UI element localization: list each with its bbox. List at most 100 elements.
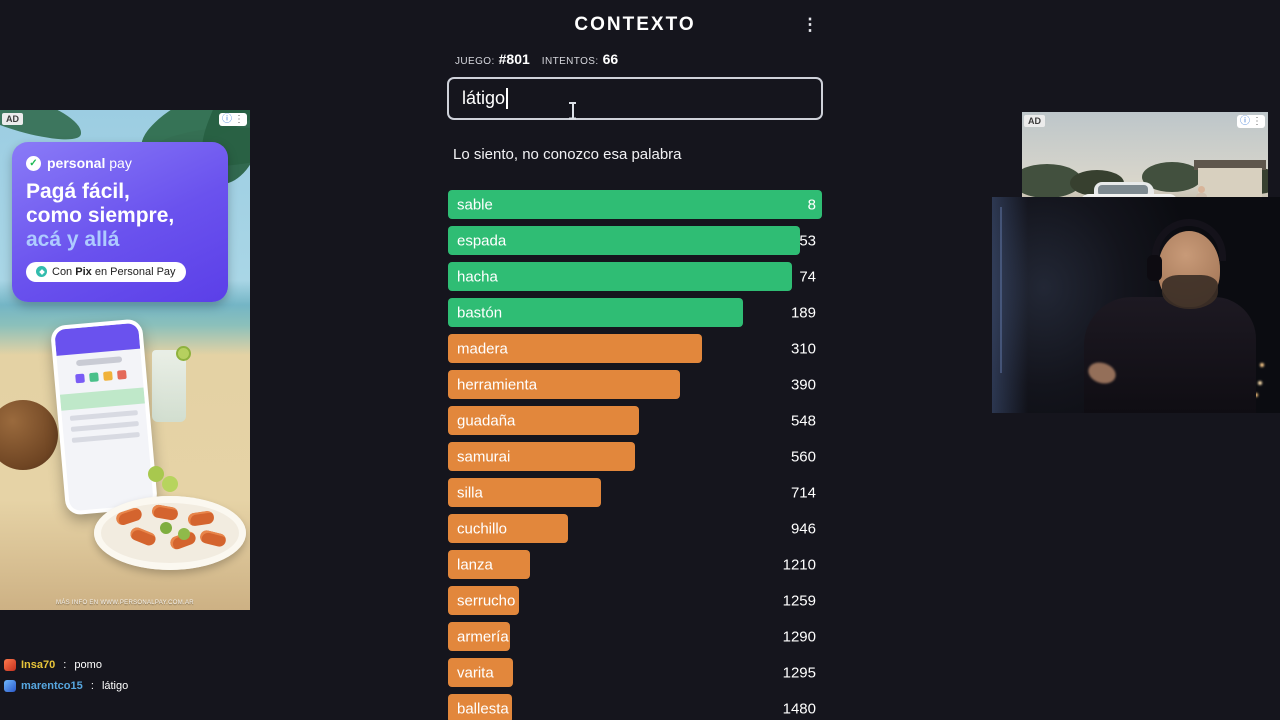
guess-bar [448,370,680,399]
guess-word: herramienta [457,376,538,393]
game-number: #801 [498,51,530,67]
guess-input[interactable]: látigo [447,77,823,120]
unknown-word-message: Lo siento, no conozco esa palabra [453,146,682,163]
chat-message: marentco15 : látigo [4,680,128,692]
guess-word: guadaña [457,412,516,429]
kebab-menu-icon[interactable]: ⋮ [801,15,819,34]
light-strip [1000,207,1002,373]
info-icon[interactable]: ⓘ [222,114,232,125]
guess-word: bastón [457,304,503,321]
attempts-pair: INTENTOS: 66 [542,51,618,67]
guess-bar [448,622,510,651]
coconut [0,400,58,470]
chat-separator: : [87,680,97,692]
guess-word: madera [457,340,508,357]
guess-row: madera 310 [448,334,822,363]
guess-rank: 1480 [782,700,816,717]
person-head [1198,186,1205,193]
ad-choice-icons[interactable]: ⓘ ⋮ [219,113,247,126]
pix-icon [36,266,47,278]
brand-light: pay [109,155,132,171]
guess-bar [448,226,800,255]
guess-rank: 946 [790,520,816,537]
guess-rank: 390 [790,376,816,393]
headline-line: Pagá fácil, [26,180,130,203]
guess-word: armería [457,628,509,645]
guess-list: sable 8 espada 53 hacha 74 bastón 189 ma… [448,190,822,720]
ad-footer-text: MÁS INFO EN WWW.PERSONALPAY.COM.AR [56,600,194,606]
guess-row: serrucho 1259 [448,586,822,615]
guess-word: sable [457,196,493,213]
guess-word: cuchillo [457,520,508,537]
guess-row: ballesta 1480 [448,694,822,720]
left-ad-banner[interactable]: AD ⓘ ⋮ ✓ personal pay Pagá fácil, como s… [0,110,250,610]
guess-word: samurai [457,448,511,465]
check-icon: ✓ [26,155,41,171]
house [1198,168,1262,202]
phone-mockup [49,318,159,516]
guess-row: lanza 1210 [448,550,822,579]
ad-menu-icon[interactable]: ⋮ [234,114,244,125]
guess-bar [448,550,531,579]
ad-choice-icons[interactable]: ⓘ ⋮ [1237,115,1265,128]
chat-badge-icon [4,680,16,692]
guess-bar [448,478,602,507]
chat-text: látigo [101,680,129,692]
streamer-webcam [992,197,1280,413]
guess-rank: 74 [799,268,816,285]
house-roof [1194,160,1266,170]
contexto-game: CONTEXTO ⋮ JUEGO: #801 INTENTOS: 66 láti… [447,0,823,720]
guess-rank: 8 [807,196,816,213]
chat: Insa70 : pomo marentco15 : látigo [4,659,128,692]
guess-bar [448,262,793,291]
chat-separator: : [60,659,70,671]
mouse-ibeam-cursor [568,102,577,119]
streamer-beard [1162,275,1218,309]
headphones-band [1152,219,1226,261]
guess-bar [448,406,639,435]
guess-rank: 560 [790,448,816,465]
guess-bar [448,298,744,327]
guess-row: guadaña 548 [448,406,822,435]
guess-row: herramienta 390 [448,370,822,399]
game-label: JUEGO: [455,56,495,67]
headline-line-accent: acá y allá [26,227,120,251]
ad-label: AD [1024,115,1045,127]
guess-word: silla [457,484,483,501]
guess-row: silla 714 [448,478,822,507]
guess-rank: 714 [790,484,816,501]
guess-row: hacha 74 [448,262,822,291]
guess-bar [448,514,568,543]
attempts-value: 66 [602,51,619,67]
guess-row: samurai 560 [448,442,822,471]
info-icon[interactable]: ⓘ [1240,116,1250,127]
pill-text: Con Pix en Personal Pay [52,265,176,278]
guess-word: lanza [457,556,493,573]
guess-rank: 189 [790,304,816,321]
page-title: CONTEXTO [574,14,696,35]
guess-bar [448,658,514,687]
guess-bar [448,190,822,219]
ad-menu-icon[interactable]: ⋮ [1252,116,1262,127]
guess-bar [448,334,703,363]
guess-rank: 1210 [782,556,816,573]
guess-word: varita [457,664,494,681]
guess-rank: 1290 [782,628,816,645]
personal-pay-logo: ✓ personal pay [26,155,214,171]
brand-bold: personal [47,155,106,171]
guess-bar [448,442,635,471]
chat-username: marentco15 [21,680,83,692]
guess-word: espada [457,232,507,249]
shrimp-plate [94,496,246,570]
headline-line: como siempre, [26,203,175,227]
chat-username: Insa70 [21,659,56,671]
chat-text: pomo [74,659,102,671]
chat-badge-icon [4,659,16,671]
guess-rank: 1295 [782,664,816,681]
guess-word: serrucho [457,592,516,609]
guess-word: hacha [457,268,498,285]
guess-row: armería 1290 [448,622,822,651]
drink-glass [152,346,191,422]
window-light [992,197,1028,413]
